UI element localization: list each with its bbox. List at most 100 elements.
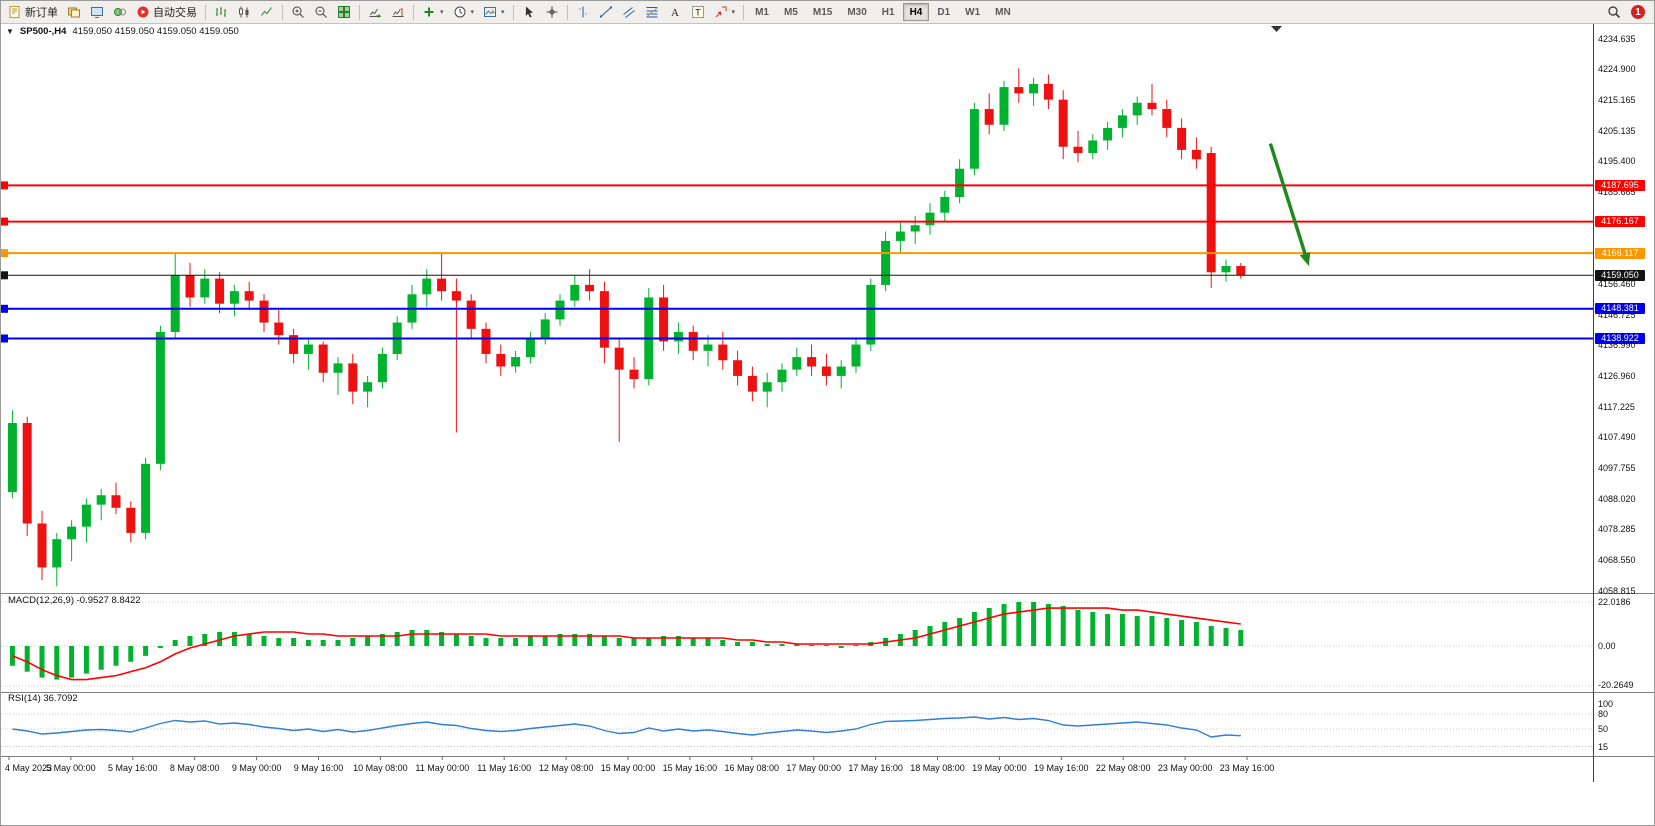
- timeframe-m5-button[interactable]: M5: [777, 3, 805, 21]
- bear-candle: [821, 366, 831, 376]
- auto-trading-label: 自动交易: [153, 7, 197, 19]
- chart-symbol-period: SP500-,H4: [19, 26, 67, 37]
- indicators-button[interactable]: ▾: [418, 2, 448, 22]
- bear-candle: [1162, 109, 1172, 128]
- zoom-in-button[interactable]: [287, 2, 309, 22]
- bear-candle: [629, 369, 639, 380]
- crosshair-icon: [546, 6, 558, 18]
- dropdown-arrow-icon: ▾: [731, 9, 736, 16]
- text-label-button[interactable]: T: [687, 2, 709, 22]
- auto-scroll-button[interactable]: [364, 2, 386, 22]
- fibonacci-retracement-button[interactable]: [641, 2, 663, 22]
- timeframe-h4-button[interactable]: H4: [902, 3, 930, 21]
- bull-candle: [7, 423, 17, 493]
- bull-candle: [81, 504, 91, 527]
- layers-icon: [68, 7, 80, 18]
- zoom-out-button[interactable]: [310, 2, 332, 22]
- timeframe-d1-button[interactable]: D1: [930, 3, 957, 21]
- bear-candle: [466, 300, 476, 329]
- bear-candle: [718, 344, 728, 361]
- toolbar-right-group: 1: [1603, 2, 1651, 22]
- bull-candle: [363, 382, 373, 392]
- one-click-trading-toggle[interactable]: ▼: [6, 27, 14, 36]
- rsi-line: [12, 716, 1241, 738]
- macd-signal-line: [12, 607, 1241, 681]
- bear-candle: [688, 331, 698, 351]
- line-chart-mode-button[interactable]: [256, 2, 278, 22]
- bear-candle: [1043, 83, 1053, 100]
- bull-candle: [1132, 102, 1142, 116]
- chart-shift-button[interactable]: [387, 2, 409, 22]
- bull-candle: [540, 319, 550, 339]
- charts-button[interactable]: [63, 2, 85, 22]
- bear-candle: [437, 278, 447, 292]
- plus-icon: [424, 7, 434, 17]
- bear-candle: [747, 375, 757, 392]
- bull-candle: [52, 539, 62, 568]
- vertical-line-button[interactable]: [572, 2, 594, 22]
- bull-candle: [792, 357, 802, 370]
- chart-shift-marker-icon[interactable]: [1271, 26, 1282, 32]
- search-button[interactable]: [1603, 2, 1625, 22]
- bull-candle: [851, 344, 861, 367]
- bear-candle: [111, 495, 121, 508]
- auto-trading-button[interactable]: 自动交易: [132, 2, 201, 22]
- toolbar-separator: [413, 4, 414, 20]
- rsi-indicator-label: RSI(14) 36.7092: [8, 693, 78, 704]
- bull-candle: [141, 463, 151, 533]
- timeframe-w1-button[interactable]: W1: [958, 3, 987, 21]
- bull-candle: [1117, 115, 1127, 128]
- bear-candle: [1177, 127, 1187, 150]
- drawn-arrow-head[interactable]: [1299, 251, 1311, 267]
- bull-candle: [1088, 140, 1098, 154]
- bull-candle: [673, 331, 683, 342]
- timeframe-m30-button[interactable]: M30: [840, 3, 873, 21]
- profiles-button[interactable]: [86, 2, 108, 22]
- notifications-badge[interactable]: 1: [1631, 5, 1645, 19]
- tile-windows-button[interactable]: [333, 2, 355, 22]
- bear-candle: [1147, 102, 1157, 110]
- timeframe-m15-button[interactable]: M15: [806, 3, 839, 21]
- bull-candle: [229, 291, 239, 304]
- templates-button[interactable]: ▾: [479, 2, 509, 22]
- new-order-label: 新订单: [25, 7, 58, 19]
- bull-candle: [866, 284, 876, 345]
- periods-button[interactable]: ▾: [449, 2, 479, 22]
- circles-icon: [114, 8, 126, 16]
- left-price-marker: [1, 334, 8, 343]
- bar-chart-mode-button[interactable]: [210, 2, 232, 22]
- bear-candle: [318, 344, 328, 373]
- bull-candle: [1221, 266, 1231, 273]
- bull-candle: [67, 526, 77, 540]
- crosshair-button[interactable]: [541, 2, 563, 22]
- cursor-button[interactable]: [518, 2, 540, 22]
- timeframe-h1-button[interactable]: H1: [875, 3, 902, 21]
- bear-candle: [451, 291, 461, 301]
- bull-candle: [170, 275, 180, 332]
- toolbar-separator: [743, 4, 745, 20]
- bear-candle: [1206, 153, 1216, 273]
- toolbar-separator: [205, 4, 206, 20]
- bear-candle: [984, 109, 994, 125]
- new-order-button[interactable]: 新订单: [4, 2, 62, 22]
- zoom-out-icon: [315, 6, 327, 18]
- trend-line-button[interactable]: [595, 2, 617, 22]
- bear-candle: [37, 523, 47, 568]
- toolbar-separator: [359, 4, 360, 20]
- bear-candle: [585, 284, 595, 292]
- equidistant-channel-button[interactable]: [618, 2, 640, 22]
- dropdown-arrow-icon: ▾: [440, 9, 444, 16]
- bull-candle: [777, 369, 787, 383]
- candlestick-mode-button[interactable]: [233, 2, 255, 22]
- arrows-button[interactable]: ▾: [710, 2, 740, 22]
- bull-candle: [525, 338, 535, 358]
- bull-candle: [96, 495, 106, 505]
- timeframe-m1-button[interactable]: M1: [748, 3, 776, 21]
- bear-candle: [259, 300, 269, 323]
- market-watch-button[interactable]: [109, 2, 131, 22]
- bull-candle: [836, 366, 846, 376]
- drawn-arrow-line[interactable]: [1268, 143, 1307, 255]
- text-button[interactable]: A: [664, 2, 686, 22]
- timeframe-mn-button[interactable]: MN: [988, 3, 1018, 21]
